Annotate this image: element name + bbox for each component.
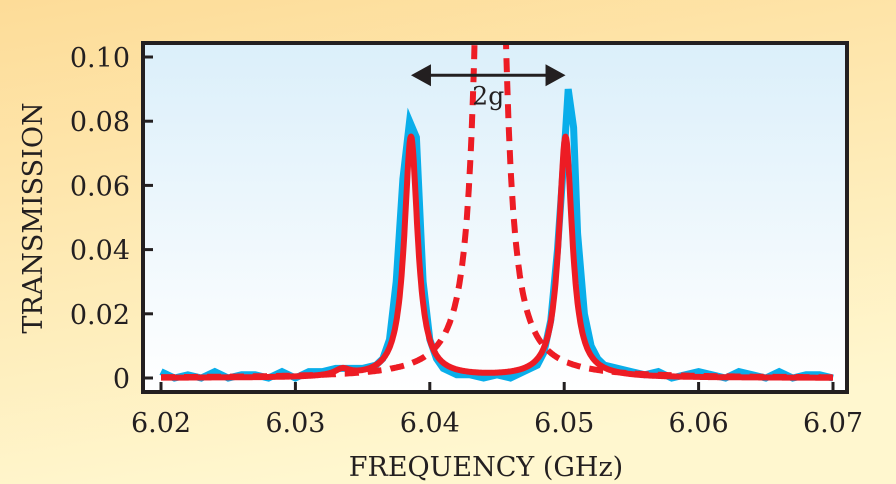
plot-frame	[141, 41, 849, 394]
x-tick-label: 6.03	[265, 408, 325, 439]
y-tick-label: 0	[113, 364, 130, 395]
fit-line	[158, 133, 836, 381]
x-tick-label: 6.06	[669, 408, 729, 439]
plot-area	[143, 43, 847, 392]
x-tick-label: 6.02	[131, 408, 191, 439]
y-tick-label: 0.08	[70, 107, 130, 138]
x-tick-label: 6.04	[400, 408, 460, 439]
y-tick-label: 0.06	[70, 171, 130, 202]
x-axis-label: FREQUENCY (GHz)	[349, 452, 623, 483]
y-axis-label: TRANSMISSION	[18, 102, 49, 333]
x-tick-label: 6.05	[534, 408, 594, 439]
x-tick-label: 6.07	[803, 408, 863, 439]
arrow-left-head-icon	[410, 64, 431, 87]
y-tick-label: 0.04	[70, 236, 130, 267]
y-tick-label: 0.10	[70, 43, 130, 74]
splitting-label: 2g	[472, 81, 504, 110]
y-tick-label: 0.02	[70, 300, 130, 331]
arrow-right-head-icon	[545, 64, 566, 87]
